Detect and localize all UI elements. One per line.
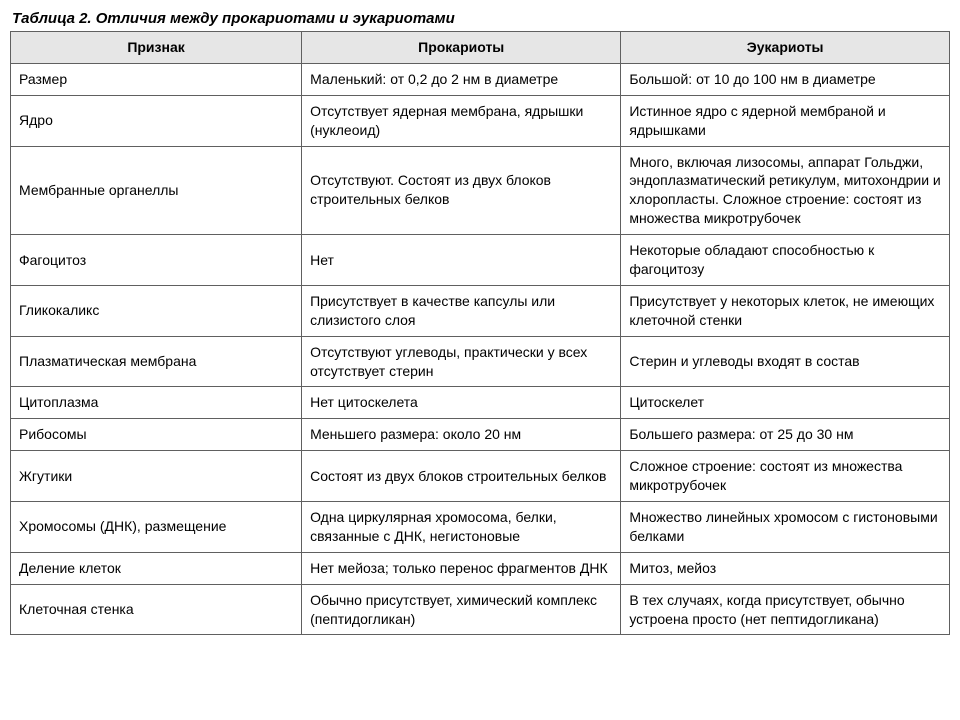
cell-attribute: Ядро — [11, 95, 302, 146]
cell-prokaryotes: Отсутствуют. Состоят из двух блоков стро… — [302, 146, 621, 235]
cell-attribute: Плазматическая мембрана — [11, 336, 302, 387]
cell-prokaryotes: Отсутствует ядерная мембрана, ядрышки (н… — [302, 95, 621, 146]
cell-eukaryotes: Митоз, мейоз — [621, 552, 950, 584]
table-row: Мембранные органеллыОтсутствуют. Состоят… — [11, 146, 950, 235]
cell-attribute: Хромосомы (ДНК), размещение — [11, 502, 302, 553]
table-row: Деление клетокНет мейоза; только перенос… — [11, 552, 950, 584]
cell-prokaryotes: Меньшего размера: около 20 нм — [302, 419, 621, 451]
table-row: РазмерМаленький: от 0,2 до 2 нм в диамет… — [11, 63, 950, 95]
table-row: Клеточная стенкаОбычно присутствует, хим… — [11, 584, 950, 635]
table-row: ЯдроОтсутствует ядерная мембрана, ядрышк… — [11, 95, 950, 146]
cell-prokaryotes: Состоят из двух блоков строительных белк… — [302, 451, 621, 502]
table-header-row: Признак Прокариоты Эукариоты — [11, 32, 950, 64]
table-row: ЖгутикиСостоят из двух блоков строительн… — [11, 451, 950, 502]
comparison-table: Признак Прокариоты Эукариоты РазмерМален… — [10, 31, 950, 635]
header-eukaryotes: Эукариоты — [621, 32, 950, 64]
cell-attribute: Деление клеток — [11, 552, 302, 584]
cell-eukaryotes: Истинное ядро с ядерной мембраной и ядры… — [621, 95, 950, 146]
cell-attribute: Фагоцитоз — [11, 235, 302, 286]
header-prokaryotes: Прокариоты — [302, 32, 621, 64]
cell-eukaryotes: В тех случаях, когда присутствует, обычн… — [621, 584, 950, 635]
cell-prokaryotes: Обычно присутствует, химический комплекс… — [302, 584, 621, 635]
cell-attribute: Размер — [11, 63, 302, 95]
cell-eukaryotes: Цитоскелет — [621, 387, 950, 419]
cell-prokaryotes: Нет — [302, 235, 621, 286]
table-row: Плазматическая мембранаОтсутствуют углев… — [11, 336, 950, 387]
cell-attribute: Клеточная стенка — [11, 584, 302, 635]
cell-eukaryotes: Некоторые обладают способностью к фагоци… — [621, 235, 950, 286]
cell-attribute: Жгутики — [11, 451, 302, 502]
cell-prokaryotes: Маленький: от 0,2 до 2 нм в диаметре — [302, 63, 621, 95]
cell-prokaryotes: Одна циркулярная хромосома, белки, связа… — [302, 502, 621, 553]
cell-attribute: Рибосомы — [11, 419, 302, 451]
cell-eukaryotes: Большой: от 10 до 100 нм в диаметре — [621, 63, 950, 95]
cell-eukaryotes: Присутствует у некоторых клеток, не имею… — [621, 285, 950, 336]
cell-attribute: Цитоплазма — [11, 387, 302, 419]
table-row: РибосомыМеньшего размера: около 20 нмБол… — [11, 419, 950, 451]
cell-prokaryotes: Нет мейоза; только перенос фрагментов ДН… — [302, 552, 621, 584]
table-body: РазмерМаленький: от 0,2 до 2 нм в диамет… — [11, 63, 950, 635]
table-caption: Таблица 2. Отличия между прокариотами и … — [12, 10, 950, 27]
cell-eukaryotes: Много, включая лизосомы, аппарат Гольджи… — [621, 146, 950, 235]
cell-eukaryotes: Большего размера: от 25 до 30 нм — [621, 419, 950, 451]
cell-eukaryotes: Множество линейных хромосом с гистоновым… — [621, 502, 950, 553]
table-row: ГликокаликсПрисутствует в качестве капсу… — [11, 285, 950, 336]
cell-attribute: Мембранные органеллы — [11, 146, 302, 235]
cell-prokaryotes: Отсутствуют углеводы, практически у всех… — [302, 336, 621, 387]
table-row: Хромосомы (ДНК), размещениеОдна циркуляр… — [11, 502, 950, 553]
table-row: ФагоцитозНетНекоторые обладают способнос… — [11, 235, 950, 286]
cell-prokaryotes: Присутствует в качестве капсулы или слиз… — [302, 285, 621, 336]
cell-attribute: Гликокаликс — [11, 285, 302, 336]
cell-eukaryotes: Стерин и углеводы входят в состав — [621, 336, 950, 387]
table-row: ЦитоплазмаНет цитоскелетаЦитоскелет — [11, 387, 950, 419]
cell-prokaryotes: Нет цитоскелета — [302, 387, 621, 419]
cell-eukaryotes: Сложное строение: состоят из множества м… — [621, 451, 950, 502]
header-attribute: Признак — [11, 32, 302, 64]
